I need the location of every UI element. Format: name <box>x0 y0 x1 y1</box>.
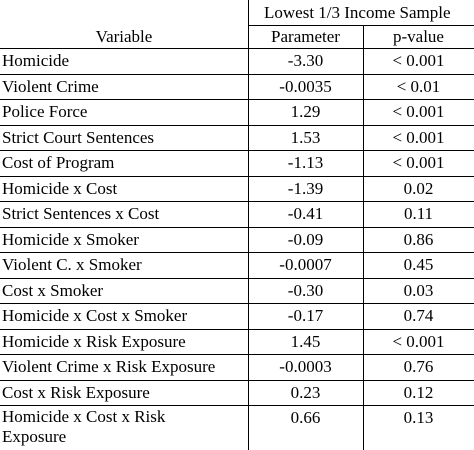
row-rule <box>0 278 474 279</box>
cell-pvalue: < 0.01 <box>396 76 441 96</box>
cell-parameter: -0.09 <box>287 229 324 249</box>
cell-pvalue: 0.12 <box>403 382 434 402</box>
row-rule <box>0 150 474 151</box>
header-group-rule <box>248 25 474 26</box>
cell-parameter: -0.41 <box>287 204 324 223</box>
cell-parameter: -0.30 <box>287 280 324 300</box>
cell-variable: Strict Court Sentences <box>2 127 155 147</box>
column-header-variable: Variable <box>95 27 153 46</box>
cell-pvalue: 0.02 <box>403 178 434 198</box>
cell-parameter: 0.66 <box>290 408 321 427</box>
column-divider-1 <box>248 0 249 450</box>
cell-parameter: 1.53 <box>290 127 321 147</box>
row-rule <box>0 201 474 202</box>
cell-pvalue: < 0.001 <box>392 331 445 351</box>
row-rule <box>0 252 474 253</box>
cell-variable: Cost x Risk Exposure <box>2 382 150 402</box>
cell-variable: Police Force <box>2 102 88 121</box>
row-rule <box>0 354 474 355</box>
cell-pvalue: 0.74 <box>403 306 434 325</box>
cell-variable: Violent C. x Smoker <box>2 255 142 274</box>
cell-variable: Homicide x Smoker <box>2 229 139 249</box>
cell-variable: Violent Crime x Risk Exposure <box>2 357 216 376</box>
cell-pvalue: < 0.001 <box>392 153 445 172</box>
cell-variable: Cost of Program <box>2 153 115 172</box>
row-rule <box>0 303 474 304</box>
row-rule <box>0 380 474 381</box>
cell-variable: Cost x Smoker <box>2 280 104 300</box>
cell-pvalue: 0.76 <box>403 357 434 376</box>
cell-pvalue: 0.11 <box>403 204 434 223</box>
cell-pvalue: < 0.001 <box>392 102 445 121</box>
cell-variable: Homicide x Cost x Smoker <box>2 306 188 325</box>
cell-parameter: 1.29 <box>290 102 321 121</box>
cell-pvalue: 0.86 <box>403 229 434 249</box>
row-rule <box>0 74 474 75</box>
cell-variable: Homicide <box>2 51 70 70</box>
cell-variable: Violent Crime <box>2 76 99 96</box>
group-header: Lowest 1/3 Income Sample <box>264 3 451 22</box>
header-rule <box>0 48 474 49</box>
cell-parameter: -1.13 <box>287 153 324 172</box>
cell-parameter: -0.0007 <box>279 255 332 274</box>
row-rule <box>0 176 474 177</box>
column-header-parameter: Parameter <box>271 27 340 46</box>
cell-pvalue: 0.45 <box>403 255 434 274</box>
cell-pvalue: < 0.001 <box>392 127 445 147</box>
cell-pvalue: 0.03 <box>403 280 434 300</box>
cell-variable: Homicide x Cost x Risk Exposure <box>2 407 166 446</box>
column-divider-2 <box>363 25 364 450</box>
cell-pvalue: 0.13 <box>403 408 434 427</box>
cell-parameter: 0.23 <box>290 382 321 402</box>
row-rule <box>0 227 474 228</box>
cell-pvalue: < 0.001 <box>392 51 445 70</box>
cell-variable: Homicide x Cost <box>2 178 118 198</box>
cell-parameter: -0.0035 <box>279 76 332 96</box>
cell-parameter: -0.17 <box>287 306 324 325</box>
row-rule <box>0 99 474 100</box>
cell-parameter: -0.0003 <box>279 357 332 376</box>
cell-parameter: -3.30 <box>287 51 324 70</box>
cell-parameter: 1.45 <box>290 331 321 351</box>
cell-variable: Strict Sentences x Cost <box>2 204 160 223</box>
cell-parameter: -1.39 <box>287 178 324 198</box>
cell-variable: Homicide x Risk Exposure <box>2 331 186 351</box>
row-rule <box>0 405 474 406</box>
row-rule <box>0 125 474 126</box>
column-header-pvalue: p-value <box>393 27 444 46</box>
row-rule <box>0 329 474 330</box>
